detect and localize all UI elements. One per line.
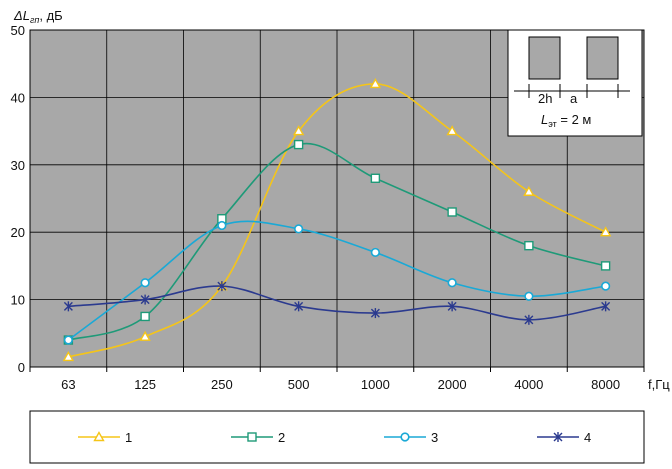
- series-3-point-1: [140, 278, 150, 288]
- y-axis-label: ΔLгп, дБ: [13, 8, 63, 25]
- grid: [29, 30, 645, 372]
- legend-item-2: 2: [231, 430, 285, 445]
- y-tick-label-4: 40: [11, 90, 25, 105]
- x-axis-label: f,Гц: [648, 377, 670, 392]
- series-4-point-3: [294, 301, 304, 312]
- series-1-point-5: [446, 125, 458, 136]
- y-tick-label-3: 30: [11, 158, 25, 173]
- legend: 1 2 3 4: [29, 410, 645, 464]
- y-tick-label-1: 10: [11, 293, 25, 308]
- series-3-point-0: [63, 335, 73, 345]
- inset-label-a: a: [570, 91, 578, 106]
- series-line-1: [68, 83, 606, 358]
- series-3: [63, 220, 611, 345]
- legend-item-3: 3: [384, 430, 438, 445]
- series-2: [63, 139, 611, 345]
- series-2-point-6: [524, 240, 534, 251]
- inset-box: 2h a Lэт = 2 м: [507, 29, 643, 137]
- series-4-point-1: [140, 294, 150, 305]
- series-2-point-3: [293, 139, 304, 150]
- x-tick-label-7: 8000: [591, 377, 620, 392]
- legend-label-4: 4: [584, 430, 591, 445]
- series-4-point-6: [524, 314, 534, 325]
- series-1-point-0: [62, 350, 75, 362]
- x-tick-label-0: 63: [61, 377, 75, 392]
- series-2-point-1: [140, 311, 150, 322]
- inset-block-left: [528, 36, 561, 80]
- inset-block-right: [586, 36, 619, 80]
- series-4: [63, 281, 611, 325]
- inset-formula-sub: эт: [548, 119, 557, 129]
- series-4-point-7: [601, 301, 611, 312]
- series-1-point-7: [599, 226, 612, 237]
- series-4-point-2: [217, 281, 227, 292]
- legend-marker-4: [553, 432, 563, 442]
- series-3-point-4: [370, 247, 380, 258]
- y-tick-labels: 0 10 20 30 40 50: [11, 23, 25, 375]
- series-1-point-4: [369, 77, 382, 89]
- series-4-point-0: [63, 301, 73, 312]
- series-1-point-6: [523, 185, 535, 196]
- legend-item-4: 4: [537, 430, 591, 445]
- legend-marker-2: [247, 432, 257, 442]
- series-4-point-5: [447, 301, 457, 312]
- series-line-4: [68, 285, 606, 321]
- series-3-point-3: [294, 224, 304, 234]
- series-3-point-2: [217, 220, 227, 231]
- series-line-2: [68, 142, 606, 341]
- inset-formula-rest: = 2 м: [557, 112, 592, 127]
- x-tick-label-1: 125: [134, 377, 156, 392]
- series-2-point-5: [447, 207, 457, 217]
- x-tick-label-2: 250: [211, 377, 233, 392]
- x-tick-label-6: 4000: [514, 377, 543, 392]
- y-axis-label-unit: , дБ: [39, 8, 62, 23]
- legend-label-2: 2: [278, 430, 285, 445]
- x-tick-label-5: 2000: [438, 377, 467, 392]
- inset-label-2h: 2h: [538, 91, 552, 106]
- y-tick-label-2: 20: [11, 225, 25, 240]
- x-tick-label-4: 1000: [361, 377, 390, 392]
- y-axis-label-sub: гп: [30, 15, 39, 25]
- y-axis-label-main: ΔL: [13, 8, 30, 23]
- legend-item-1: 1: [78, 430, 132, 445]
- series-3-point-5: [447, 278, 457, 288]
- x-tick-label-3: 500: [288, 377, 310, 392]
- series-1-point-1: [139, 330, 151, 341]
- legend-label-1: 1: [125, 430, 132, 445]
- inset-formula: Lэт = 2 м: [541, 112, 591, 129]
- inset-formula-main: L: [541, 112, 548, 127]
- series-2-point-7: [600, 261, 611, 271]
- y-tick-label-5: 50: [11, 23, 25, 38]
- legend-marker-3: [400, 432, 410, 442]
- legend-marker-1: [93, 431, 105, 442]
- series-3-point-6: [524, 291, 534, 301]
- series-1-point-3: [292, 125, 305, 136]
- legend-label-3: 3: [431, 430, 438, 445]
- x-tick-labels: 63 125 250 500 1000 2000 4000 8000: [61, 377, 620, 392]
- series-2-point-4: [370, 173, 381, 183]
- series-4-point-4: [370, 308, 380, 319]
- series-group: [62, 77, 612, 362]
- series-3-point-7: [601, 281, 611, 291]
- y-tick-label-0: 0: [18, 360, 25, 375]
